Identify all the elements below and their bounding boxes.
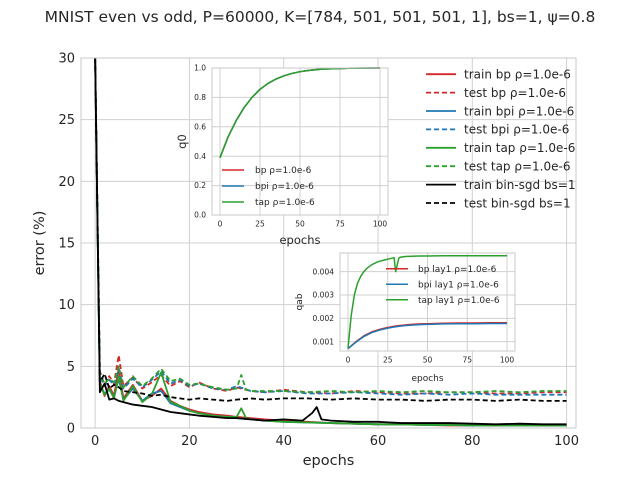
main-series-group [94, 57, 567, 427]
main-y-tick-label: 30 [58, 52, 75, 67]
inset-q0-legend: bp ρ=1.0e-6 bpi ρ=1.0e-6 tap ρ=1.0e-6 [222, 166, 315, 208]
main-series-line-4 [94, 57, 567, 427]
main-y-tick-label: 20 [58, 175, 75, 190]
inset-qab-y-tick-label: 0.004 [313, 267, 335, 276]
main-y-axis-label: error (%) [32, 211, 48, 276]
main-x-tick-label: 100 [554, 434, 579, 449]
inset-q0-x-tick-label: 0 [218, 220, 223, 229]
inset-qab-legend-label-2: tap lay1 ρ=1.0e-6 [418, 296, 500, 306]
inset-q0-x-tick-label: 50 [295, 220, 305, 229]
main-y-tick-label: 5 [67, 360, 75, 375]
inset-q0-y-tick-label: 0.8 [194, 93, 206, 102]
main-series-line-6 [94, 57, 567, 426]
inset-q0-y-tick-label: 0.6 [194, 122, 206, 131]
main-x-tick-label: 20 [181, 434, 198, 449]
inset-qab-plot: 0 25 50 75 100 0.001 0.002 0.003 0.004 epochs qab b… [295, 252, 516, 384]
inset-qab-y-tick-label: 0.001 [313, 337, 335, 346]
inset-q0-legend-label-0: bp ρ=1.0e-6 [255, 166, 312, 176]
main-legend-label-0: train bp ρ=1.0e-6 [464, 68, 571, 82]
main-legend-label-6: train bin-sgd bs=1 [464, 178, 576, 192]
inset-qab-x-tick-label: 75 [462, 356, 472, 365]
main-series-line-5 [94, 57, 567, 394]
inset-q0-axes-frame [211, 67, 389, 216]
inset-qab-x-axis-label: epochs [411, 374, 443, 384]
inset-qab-legend-label-1: bpi lay1 ρ=1.0e-6 [418, 280, 499, 290]
inset-q0-y-tick-label: 0.4 [194, 152, 206, 161]
main-y-tick-label: 25 [58, 113, 75, 128]
main-legend-label-2: train bpi ρ=1.0e-6 [464, 104, 574, 118]
main-y-tick-label: 15 [58, 237, 75, 252]
inset-qab-series-group [347, 255, 508, 350]
main-legend-label-5: test tap ρ=1.0e-6 [464, 160, 570, 174]
inset-q0-y-tick-label: 0.2 [194, 181, 206, 190]
inset-qab-x-tick-label: 0 [346, 356, 351, 365]
inset-qab-x-tick-label: 100 [500, 356, 515, 365]
inset-qab-y-tick-label: 0.003 [313, 291, 335, 300]
main-legend-label-3: test bpi ρ=1.0e-6 [464, 123, 569, 137]
chart-title: MNIST even vs odd, P=60000, K=[784, 501,… [45, 8, 596, 26]
inset-qab-x-tick-label: 25 [383, 356, 393, 365]
inset-q0-legend-label-1: bpi ρ=1.0e-6 [255, 182, 314, 192]
main-legend-label-4: train tap ρ=1.0e-6 [464, 141, 575, 155]
inset-q0-plot: 0 25 50 75 100 0.0 0.2 0.4 0.6 0.8 1.0 epochs q0 bp ρ… [175, 64, 389, 247]
main-series-line-1 [94, 57, 567, 395]
inset-qab-series-line-2 [347, 255, 508, 349]
main-legend: train bp ρ=1.0e-6 test bp ρ=1.0e-6 train b… [426, 68, 576, 210]
inset-q0-x-axis-label: epochs [279, 233, 320, 247]
main-x-tick-label: 40 [275, 434, 292, 449]
inset-q0-y-axis-label: q0 [175, 134, 189, 149]
inset-qab-series-line-1 [347, 322, 508, 350]
inset-qab-legend: bp lay1 ρ=1.0e-6 bpi lay1 ρ=1.0e-6 tap lay… [386, 265, 500, 306]
inset-qab-legend-label-0: bp lay1 ρ=1.0e-6 [418, 265, 497, 275]
inset-q0-legend-label-2: tap ρ=1.0e-6 [255, 198, 315, 208]
inset-q0-x-tick-label: 75 [335, 220, 345, 229]
inset-qab-y-tick-label: 0.002 [313, 314, 335, 323]
inset-q0-y-tick-label: 0.0 [194, 211, 206, 220]
main-axes-frame [80, 57, 577, 429]
inset-qab-axes-frame [339, 252, 516, 352]
main-x-axis-label: epochs [303, 453, 355, 469]
main-x-tick-label: 80 [464, 434, 481, 449]
main-series-line-7 [94, 57, 567, 402]
main-legend-label-1: test bp ρ=1.0e-6 [464, 86, 566, 100]
main-x-tick-label: 60 [370, 434, 387, 449]
inset-q0-y-tick-label: 1.0 [194, 64, 206, 73]
inset-qab-y-axis-label: qab [295, 293, 305, 310]
main-y-tick-label: 10 [58, 298, 75, 313]
main-y-tick-label: 0 [67, 422, 75, 437]
main-legend-label-7: test bin-sgd bs=1 [464, 196, 571, 210]
main-x-tick-label: 0 [91, 434, 99, 449]
inset-qab-x-tick-label: 50 [423, 356, 433, 365]
inset-q0-x-tick-label: 100 [373, 220, 388, 229]
inset-q0-x-tick-label: 25 [255, 220, 265, 229]
